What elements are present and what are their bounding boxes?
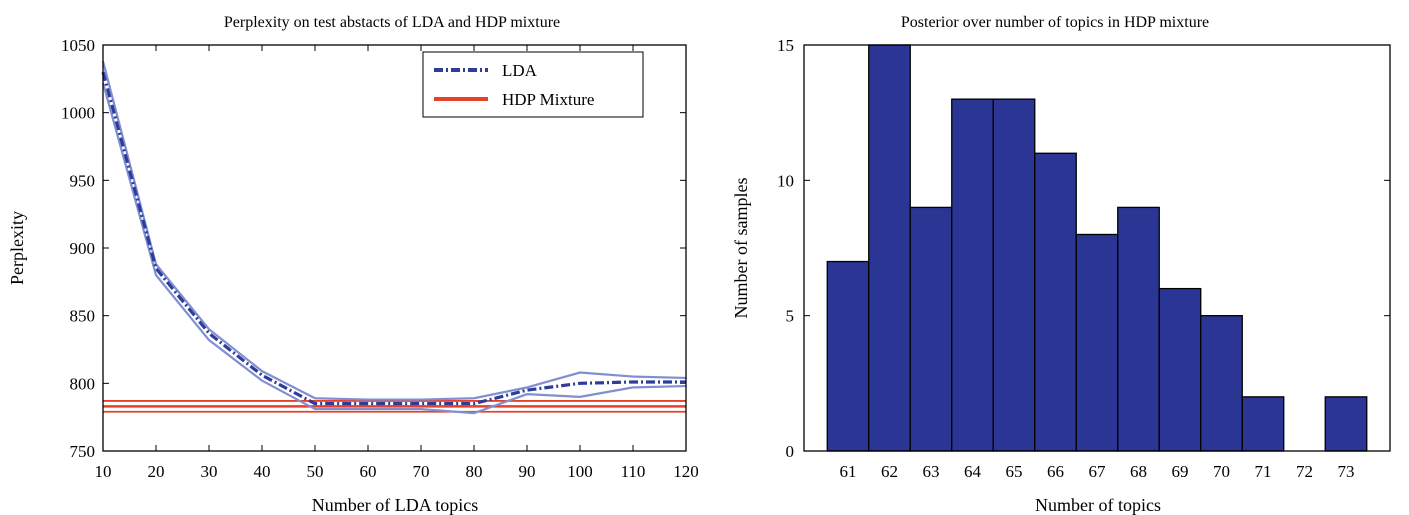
left-chart-marks [101, 60, 687, 415]
left-chart-ylabel: Perplexity [7, 211, 27, 285]
left-ytick-label: 900 [70, 239, 96, 258]
histogram-bar [1324, 396, 1368, 452]
histogram-bar [1158, 287, 1202, 452]
histogram-bar [1117, 206, 1160, 452]
right-xtick-label: 62 [881, 462, 898, 481]
right-xtick-label: 66 [1047, 462, 1064, 481]
right-ytick-label: 15 [777, 36, 794, 55]
left-xtick-label: 70 [413, 462, 430, 481]
right-chart: Posterior over number of topics in HDP m… [731, 14, 1391, 515]
right-chart-marks [826, 44, 1368, 452]
right-xtick-label: 70 [1213, 462, 1230, 481]
histogram-bar [826, 260, 870, 452]
left-ytick-label: 1050 [61, 36, 95, 55]
left-xtick-label: 10 [95, 462, 112, 481]
left-xtick-label: 20 [148, 462, 165, 481]
left-xtick-label: 120 [673, 462, 699, 481]
right-xtick-label: 65 [1006, 462, 1023, 481]
histogram-bar [1034, 152, 1077, 452]
histogram-bar [909, 206, 953, 452]
left-xtick-label: 30 [201, 462, 218, 481]
left-xtick-label: 40 [254, 462, 271, 481]
lda-upper-bound [101, 60, 687, 401]
right-chart-ylabel: Number of samples [731, 178, 751, 319]
legend-box [422, 51, 644, 118]
left-chart: Perplexity on test abstacts of LDA and H… [7, 14, 699, 515]
right-xtick-label: 72 [1296, 462, 1313, 481]
right-ytick-label: 0 [786, 442, 795, 461]
right-xtick-label: 64 [964, 462, 982, 481]
right-xtick-label: 63 [923, 462, 940, 481]
left-xtick-label: 80 [466, 462, 483, 481]
left-ytick-label: 750 [70, 442, 96, 461]
left-xtick-label: 90 [519, 462, 536, 481]
histogram-bar [992, 98, 1036, 452]
histogram-bar [951, 98, 994, 452]
right-chart-ticks: 61 62 63 64 65 66 67 68 69 70 71 72 73 0 5 10 15 [777, 36, 1390, 481]
right-xtick-label: 68 [1130, 462, 1147, 481]
histogram-bar [1200, 315, 1243, 452]
lda-lower-bound [101, 82, 687, 415]
right-ytick-label: 5 [786, 307, 795, 326]
right-xtick-label: 71 [1255, 462, 1272, 481]
left-ytick-label: 1000 [61, 104, 95, 123]
legend-lda-label: LDA [502, 61, 538, 80]
left-chart-ticks: 10 20 30 40 50 60 70 80 90 100 110 120 750 800 850 900 9… [61, 36, 699, 481]
left-chart-frame [102, 44, 687, 452]
left-chart-title: Perplexity on test abstacts of LDA and H… [224, 14, 560, 31]
left-ytick-label: 850 [70, 307, 96, 326]
left-xtick-label: 110 [621, 462, 646, 481]
left-chart-xlabel: Number of LDA topics [312, 495, 478, 515]
right-xtick-label: 73 [1338, 462, 1355, 481]
right-xtick-label: 61 [840, 462, 857, 481]
lda-line [101, 71, 686, 406]
legend-hdp-label: HDP Mixture [502, 90, 594, 109]
histogram-bar [1075, 233, 1119, 452]
left-ytick-label: 950 [70, 171, 96, 190]
histogram-bar [868, 44, 911, 452]
right-chart-xlabel: Number of topics [1035, 495, 1161, 515]
right-chart-title: Posterior over number of topics in HDP m… [901, 14, 1209, 31]
left-xtick-label: 60 [360, 462, 377, 481]
left-chart-legend: LDA HDP Mixture [422, 51, 644, 118]
right-xtick-label: 67 [1089, 462, 1107, 481]
left-ytick-label: 800 [70, 374, 96, 393]
right-xtick-label: 69 [1172, 462, 1189, 481]
left-xtick-label: 100 [567, 462, 593, 481]
left-xtick-label: 50 [307, 462, 324, 481]
right-ytick-label: 10 [777, 171, 794, 190]
histogram-bar [1241, 396, 1285, 452]
right-chart-frame [803, 44, 1391, 452]
